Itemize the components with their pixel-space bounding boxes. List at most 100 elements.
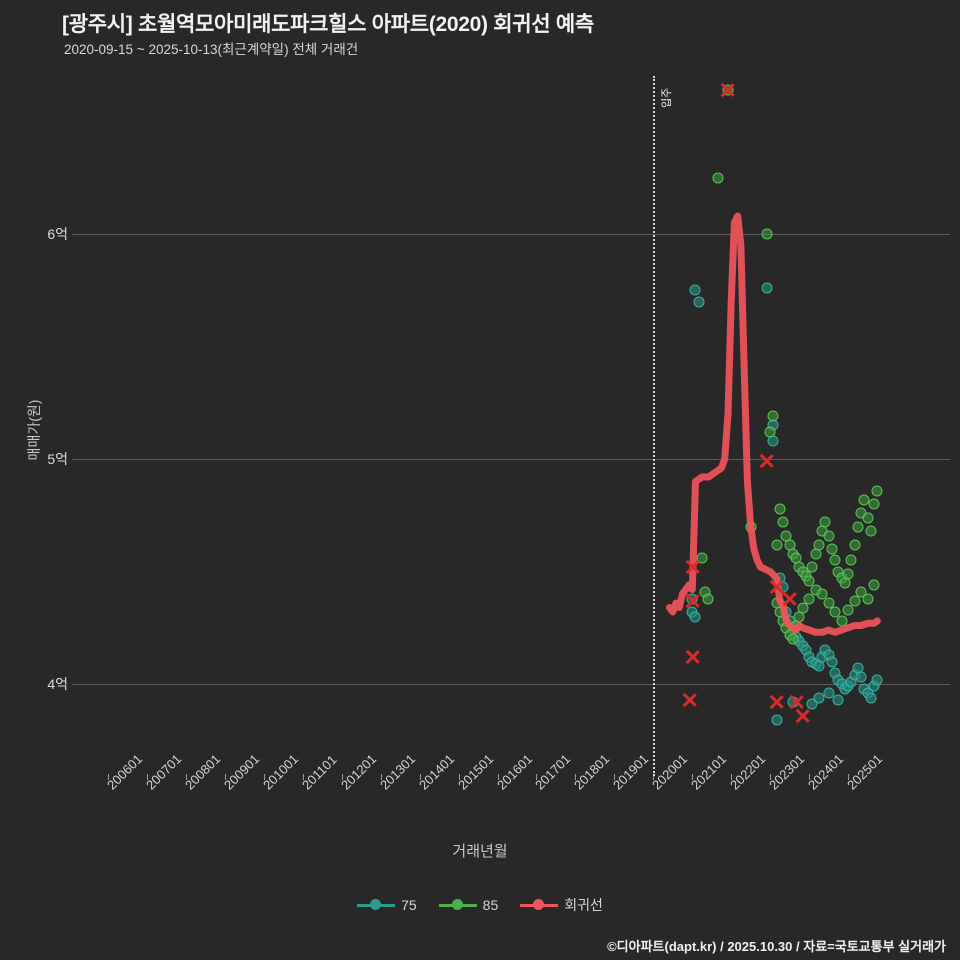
x-tick-label: 201501 [454,751,496,793]
scatter-point-75[interactable] [806,698,818,710]
y-tick-label: 4억 [47,676,68,692]
scatter-point-85[interactable] [712,172,724,184]
outlier-x-marker [758,453,775,470]
legend-label: 회귀선 [564,897,603,913]
gridline [72,459,950,460]
x-tick-mark [848,774,850,780]
x-tick-mark [224,774,226,780]
x-tick-label: 201701 [532,751,574,793]
scatter-point-75[interactable] [761,282,773,294]
move-in-marker-line [653,76,656,776]
scatter-point-85[interactable] [819,516,831,528]
scatter-point-85[interactable] [862,512,874,523]
scatter-point-75[interactable] [686,593,698,604]
scatter-point-75[interactable] [865,692,877,703]
x-tick-mark [302,774,304,780]
y-tick-label: 5억 [47,451,68,467]
scatter-point-75[interactable] [832,694,844,706]
scatter-point-75[interactable] [855,671,867,683]
y-axis-label: 매매가(원) [26,399,42,461]
legend-item-회귀선[interactable]: 회귀선 [520,895,603,915]
scatter-point-85[interactable] [865,525,877,537]
x-tick-label: 201001 [259,751,302,793]
x-tick-mark [653,774,655,780]
x-tick-mark [108,774,109,780]
x-tick-mark [614,774,616,780]
x-tick-label: 201201 [337,751,379,793]
scatter-point-85[interactable] [871,485,883,496]
scatter-point-85[interactable] [702,593,714,604]
x-tick-mark [575,774,577,780]
scatter-point-85[interactable] [696,552,708,564]
scatter-point-75[interactable] [826,656,838,667]
x-tick-mark [497,774,499,780]
x-tick-label: 200601 [104,751,146,793]
x-tick-label: 200901 [220,751,263,793]
x-tick-label: 201901 [610,751,652,793]
scatter-point-85[interactable] [868,498,880,510]
outlier-x-marker [681,691,698,708]
x-tick-mark [536,774,538,780]
scatter-point-85[interactable] [806,561,818,573]
footer-credit: ©디아파트(dapt.kr) / 2025.10.30 / 자료=국토교통부 실… [607,939,946,954]
scatter-point-85[interactable] [787,633,799,645]
legend-label: 85 [482,897,499,913]
page-title: [광주시] 초월역모아미래도파크힐스 아파트(2020) 회귀선 예측 [62,13,594,36]
x-tick-label: 202501 [844,751,886,793]
x-axis-label: 거래년월 [452,843,508,860]
outlier-x-marker [768,694,785,711]
scatter-point-75[interactable] [787,696,799,708]
scatter-point-85[interactable] [823,530,835,541]
x-tick-mark [458,774,460,780]
legend-item-85[interactable]: 85 [438,897,499,913]
outlier-x-marker [684,649,701,666]
scatter-point-85[interactable] [849,539,861,550]
legend-swatch-icon [357,899,396,911]
scatter-point-75[interactable] [777,581,789,593]
scatter-point-85[interactable] [868,579,880,591]
x-tick-label: 201101 [298,752,340,793]
scatter-point-75[interactable] [871,674,883,685]
x-tick-label: 201601 [493,751,535,793]
x-tick-mark [263,774,265,780]
x-tick-mark [809,774,811,780]
legend-swatch-icon [438,899,477,911]
scatter-point-75[interactable] [813,692,825,703]
legend-item-75[interactable]: 75 [357,897,417,913]
scatter-point-85[interactable] [771,539,783,550]
scatter-point-85[interactable] [767,410,779,422]
scatter-point-75[interactable] [771,714,783,726]
scatter-point-85[interactable] [745,521,757,532]
gridline [72,684,950,685]
x-tick-mark [341,774,343,780]
legend-swatch-icon [520,899,559,911]
scatter-point-85[interactable] [842,568,854,580]
scatter-point-85[interactable] [862,593,874,604]
x-tick-label: 201301 [376,751,418,793]
scatter-point-85[interactable] [845,554,857,566]
scatter-point-85[interactable] [722,84,734,96]
x-tick-label: 200801 [181,751,224,793]
scatter-point-85[interactable] [764,426,776,438]
x-tick-label: 200701 [142,751,185,793]
scatter-point-85[interactable] [777,516,789,528]
scatter-point-75[interactable] [693,296,705,307]
scatter-point-85[interactable] [836,615,848,627]
move-in-marker-label: 입주 [661,87,674,108]
scatter-point-85[interactable] [829,554,841,566]
x-tick-label: 202001 [649,751,691,793]
scatter-point-85[interactable] [761,228,773,240]
scatter-point-75[interactable] [689,284,701,296]
scatter-point-85[interactable] [826,543,838,555]
x-tick-label: 202101 [688,751,730,793]
scatter-point-85[interactable] [813,539,825,550]
scatter-point-85[interactable] [774,503,786,514]
y-tick-label: 6억 [47,226,68,242]
outlier-x-marker [794,707,811,724]
x-tick-mark [692,774,694,780]
scatter-point-85[interactable] [852,521,864,532]
x-tick-label: 201401 [415,751,457,793]
scatter-point-75[interactable] [689,611,701,622]
scatter-point-75[interactable] [823,687,835,699]
